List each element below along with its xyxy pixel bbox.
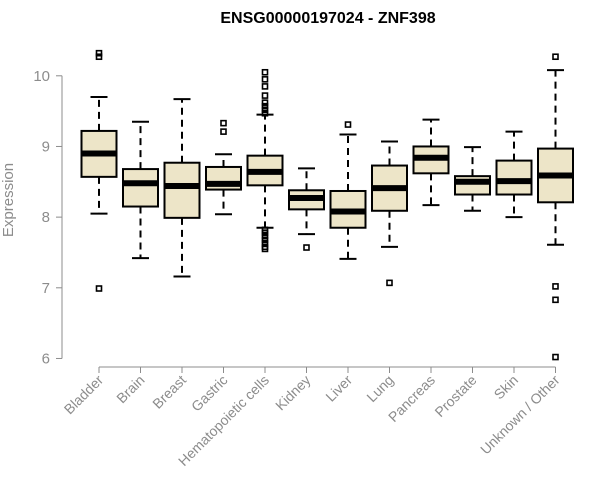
outlier-point — [261, 106, 269, 114]
outlier-point — [303, 244, 310, 251]
outlier-point — [552, 353, 559, 361]
box-group — [371, 140, 408, 287]
box-iqr — [163, 161, 201, 219]
outlier-point — [261, 232, 269, 240]
x-tick-label: Lung — [363, 372, 396, 405]
y-tick-label: 9 — [42, 138, 50, 155]
box-group — [329, 121, 367, 260]
x-tick-label: Prostate — [431, 372, 479, 420]
x-tick-label: Bladder — [61, 372, 107, 418]
box-group — [454, 146, 491, 212]
x-tick-label: Breast — [149, 372, 189, 412]
y-axis-label: Expression — [0, 163, 17, 237]
outlier-point — [344, 121, 352, 128]
outlier-point — [261, 68, 269, 76]
outlier-point — [261, 83, 269, 90]
outlier-point — [95, 53, 103, 61]
outlier-point — [261, 92, 269, 99]
x-tick-label: Kidney — [272, 372, 314, 414]
y-tick-label: 7 — [42, 280, 50, 297]
outlier-point — [261, 109, 269, 117]
y-tick-label: 10 — [33, 68, 50, 85]
outlier-point — [552, 283, 559, 290]
outlier-point — [261, 76, 269, 83]
box-iqr — [495, 159, 533, 196]
box-group — [80, 49, 118, 292]
outlier-point — [220, 119, 227, 127]
x-tick-label: Liver — [322, 372, 355, 405]
box-group — [495, 130, 533, 219]
chart-title: ENSG00000197024 - ZNF398 — [220, 10, 435, 27]
x-tick-label: Skin — [491, 372, 522, 403]
box-group — [122, 120, 159, 260]
outlier-point — [552, 53, 559, 61]
outlier-point — [552, 296, 559, 304]
outlier-point — [220, 128, 227, 135]
box-group — [412, 118, 450, 207]
box-group — [205, 119, 242, 216]
box-group — [288, 167, 325, 251]
y-tick-label: 8 — [42, 209, 50, 226]
outlier-point — [386, 279, 393, 287]
y-tick-label: 6 — [42, 350, 50, 367]
boxes-layer — [80, 49, 574, 361]
outlier-point — [261, 102, 269, 110]
x-tick-label: Brain — [113, 372, 147, 406]
box-group — [537, 53, 574, 361]
outlier-point — [261, 99, 269, 106]
box-group — [246, 68, 284, 253]
outlier-point — [261, 245, 269, 253]
y-axis: 6 7 8 9 10 — [33, 68, 63, 367]
box-group — [163, 98, 201, 278]
outlier-point — [261, 236, 269, 244]
outlier-point — [95, 49, 103, 57]
outlier-point — [261, 229, 269, 236]
box-iqr — [122, 168, 159, 208]
x-tick-label: Unknown / Other — [477, 372, 563, 458]
outlier-point — [95, 285, 103, 292]
